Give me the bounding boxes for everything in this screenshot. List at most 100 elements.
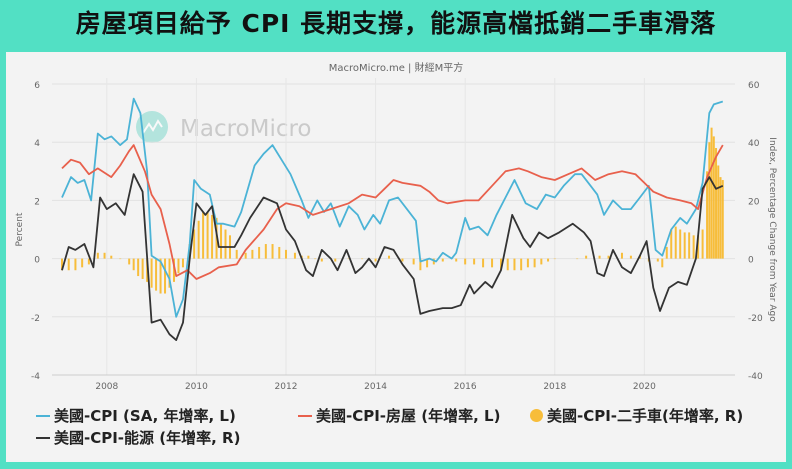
series-line-1 (61, 144, 724, 280)
bar-used-cars (665, 246, 668, 259)
bar-used-cars (202, 212, 205, 259)
right-tick-label: -20 (748, 314, 763, 324)
bar-used-cars (708, 142, 711, 259)
legend-label: 美國-CPI (SA, 年增率, L) (54, 407, 236, 425)
bar-used-cars (181, 258, 184, 268)
left-tick-label: 2 (34, 197, 40, 207)
bar-used-cars (374, 258, 377, 262)
bar-used-cars (464, 258, 467, 265)
series-line-0 (61, 97, 724, 318)
bar-used-cars (533, 258, 536, 268)
left-axis-title: Percent (15, 212, 25, 246)
right-tick-label: 60 (748, 81, 760, 91)
bar-used-cars (401, 258, 404, 262)
bar-used-cars (164, 258, 167, 294)
bar-used-cars (688, 232, 691, 259)
bar-used-cars (585, 255, 588, 259)
x-tick-label: 2020 (633, 382, 656, 392)
bar-used-cars (656, 258, 659, 262)
bar-used-cars (712, 136, 715, 259)
bar-used-cars (679, 229, 682, 259)
legend-item-cpi[interactable]: 美國-CPI (SA, 年增率, L) (36, 405, 236, 426)
bar-used-cars (251, 249, 254, 259)
bar-used-cars (683, 232, 686, 259)
bar-used-cars (128, 258, 131, 265)
bar-used-cars (74, 258, 77, 271)
bar-used-cars (314, 258, 317, 260)
bar-used-cars (137, 258, 140, 277)
bar-used-cars (278, 246, 281, 259)
bar-used-cars (710, 127, 713, 259)
bar-used-cars (334, 258, 337, 262)
bar-used-cars (206, 212, 209, 259)
left-tick-label: 0 (34, 256, 40, 266)
x-tick-label: 2008 (95, 382, 118, 392)
bar-used-cars (293, 252, 296, 259)
bar-used-cars (320, 258, 323, 262)
bar-used-cars (661, 258, 664, 268)
bar-used-cars (506, 258, 509, 271)
bar-used-cars (721, 180, 724, 259)
x-tick-label: 2014 (364, 382, 387, 392)
bar-used-cars (150, 258, 153, 288)
bar-used-cars (697, 235, 700, 259)
bar-used-cars (193, 229, 196, 259)
bar-used-cars (419, 258, 422, 271)
bar-used-cars (426, 258, 429, 268)
legend-item-used-cars[interactable]: 美國-CPI-二手車(年增率, R) (530, 405, 743, 426)
bar-used-cars (258, 246, 261, 259)
bar-used-cars (674, 226, 677, 259)
bar-used-cars (264, 244, 267, 259)
legend-item-shelter[interactable]: 美國-CPI-房屋 (年增率, L) (298, 405, 500, 426)
bar-used-cars (271, 244, 274, 259)
bar-used-cars (441, 258, 444, 262)
left-tick-label: -2 (31, 314, 40, 324)
legend-item-energy[interactable]: 美國-CPI-能源 (年增率, R) (36, 427, 240, 448)
right-tick-label: 20 (748, 197, 760, 207)
bar-used-cars (168, 258, 171, 288)
bar-used-cars (132, 258, 135, 271)
bar-used-cars (553, 258, 556, 260)
legend-label: 美國-CPI-二手車(年增率, R) (547, 407, 744, 425)
watermark-text: MacroMicro (180, 116, 312, 142)
bar-used-cars (520, 258, 523, 271)
bar-used-cars (211, 214, 214, 259)
bar-used-cars (87, 258, 90, 265)
bar-used-cars (701, 229, 704, 259)
legend-swatch (36, 436, 50, 439)
bar-used-cars (717, 165, 720, 259)
bar-used-cars (141, 258, 144, 279)
bar-used-cars (500, 258, 503, 271)
chart-panel (6, 52, 786, 462)
bar-used-cars (307, 255, 310, 259)
bar-used-cars (361, 258, 364, 260)
bar-used-cars (284, 249, 287, 259)
bar-used-cars (455, 258, 458, 262)
bar-used-cars (172, 258, 175, 282)
right-tick-label: 40 (748, 139, 760, 149)
bar-used-cars (61, 258, 63, 271)
right-axis-title: Index, Percentage Change from Year Ago (767, 137, 777, 322)
x-tick-label: 2018 (543, 382, 566, 392)
bar-used-cars (220, 223, 223, 259)
x-tick-label: 2012 (275, 382, 298, 392)
bar-used-cars (110, 255, 113, 259)
bar-used-cars (96, 252, 99, 259)
bar-used-cars (473, 258, 476, 265)
bar-used-cars (67, 258, 70, 271)
x-tick-label: 2016 (454, 382, 477, 392)
bar-used-cars (706, 171, 709, 259)
bar-used-cars (432, 258, 435, 265)
bar-used-cars (224, 229, 227, 259)
bar-used-cars (388, 255, 391, 259)
left-tick-label: 4 (34, 139, 40, 149)
legend-swatch (530, 409, 543, 422)
chart-source: MacroMicro.me | 財經M平方 (329, 61, 463, 74)
bar-used-cars (670, 229, 673, 259)
bar-used-cars (482, 258, 485, 268)
bar-used-cars (692, 235, 695, 259)
series-line-3 (61, 173, 724, 342)
bar-used-cars (235, 249, 238, 259)
bar-used-cars (715, 148, 718, 259)
page-title: 房屋項目給予 CPI 長期支撐，能源高檔抵銷二手車滑落 (75, 9, 717, 38)
